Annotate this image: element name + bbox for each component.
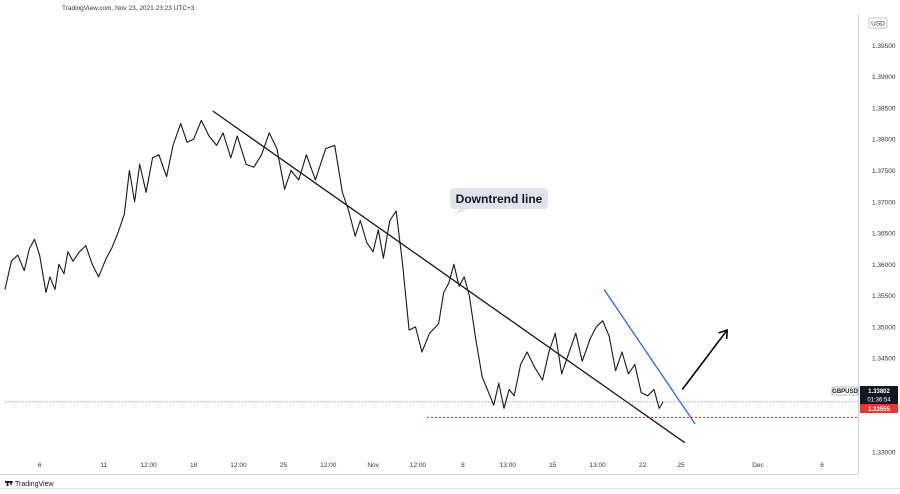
currency-badge[interactable] bbox=[868, 17, 888, 29]
last-price-value: 1.33802 bbox=[868, 389, 890, 395]
x-tick-label: 13:00 bbox=[589, 462, 606, 469]
price-series-line bbox=[4, 119, 664, 409]
downtrend-line[interactable] bbox=[212, 110, 686, 444]
x-tick-label: 6 bbox=[38, 462, 42, 469]
y-tick-label: 1.35000 bbox=[872, 324, 896, 331]
y-tick-label: 1.35500 bbox=[872, 293, 896, 300]
tradingview-logo-text: TradingView bbox=[15, 481, 54, 488]
last-price-tag: 1.33802 01:36:54 bbox=[860, 386, 898, 404]
symbol-tag-box bbox=[831, 386, 859, 396]
price-series-layer bbox=[4, 119, 664, 409]
x-tick-label: 12:00 bbox=[320, 462, 337, 469]
support-price-value: 1.33555 bbox=[868, 407, 890, 413]
downtrend-label: Downtrend line bbox=[456, 192, 543, 206]
x-tick-label: 12:00 bbox=[410, 462, 427, 469]
callout-pointer bbox=[454, 207, 470, 216]
source-header: TradingView.com, Nov 23, 2021 23:23 UTC+… bbox=[62, 5, 195, 12]
tradingview-logo-icon bbox=[5, 481, 13, 486]
support-price-tag-box bbox=[860, 404, 898, 413]
arrow-head bbox=[718, 328, 729, 340]
tradingview-logo[interactable]: TradingView bbox=[5, 481, 54, 488]
x-tick-label: 13:00 bbox=[500, 462, 517, 469]
y-tick-label: 1.34500 bbox=[872, 356, 896, 363]
y-tick-label: 1.37000 bbox=[872, 199, 896, 206]
x-tick-label: 18 bbox=[190, 462, 198, 469]
breakout-arrow[interactable] bbox=[681, 328, 729, 390]
channel-line[interactable] bbox=[603, 289, 696, 425]
last-price-tag-box bbox=[860, 386, 898, 404]
arrow-shaft bbox=[681, 329, 728, 390]
symbol-tag-label: GBPUSD bbox=[832, 389, 858, 395]
x-tick-label: Dec bbox=[752, 462, 764, 469]
x-tick-label: 12:00 bbox=[230, 462, 247, 469]
y-tick-label: 1.39500 bbox=[872, 43, 896, 50]
x-tick-label: 15 bbox=[549, 462, 557, 469]
x-tick-label: 22 bbox=[639, 462, 647, 469]
y-tick-label: 1.38000 bbox=[872, 137, 896, 144]
y-tick-label: 1.36500 bbox=[872, 231, 896, 238]
x-tick-label: 6 bbox=[820, 462, 824, 469]
y-tick-label: 1.37500 bbox=[872, 168, 896, 175]
x-tick-label: 12:00 bbox=[141, 462, 158, 469]
time-axis[interactable]: 6 11 12:00 18 12:00 25 12:00 Nov 12:00 8 13:00 15 13… bbox=[38, 462, 824, 469]
x-tick-label: 11 bbox=[100, 462, 107, 469]
y-tick-label: 1.38500 bbox=[872, 105, 896, 112]
x-tick-label: Nov bbox=[367, 462, 379, 469]
currency-badge-label: USD bbox=[871, 21, 885, 28]
x-tick-label: 25 bbox=[677, 462, 685, 469]
y-tick-label: 1.33000 bbox=[872, 450, 896, 457]
downtrend-callout[interactable]: Downtrend line bbox=[450, 188, 548, 216]
support-price-tag: 1.33555 bbox=[860, 404, 898, 413]
symbol-tag: GBPUSD bbox=[831, 386, 859, 396]
y-tick-label: 1.36000 bbox=[872, 262, 896, 269]
callout-box bbox=[450, 188, 548, 209]
bar-countdown: 01:36:54 bbox=[867, 398, 891, 404]
x-tick-label: 8 bbox=[461, 462, 465, 469]
y-tick-label: 1.39000 bbox=[872, 74, 896, 81]
x-tick-label: 25 bbox=[280, 462, 288, 469]
